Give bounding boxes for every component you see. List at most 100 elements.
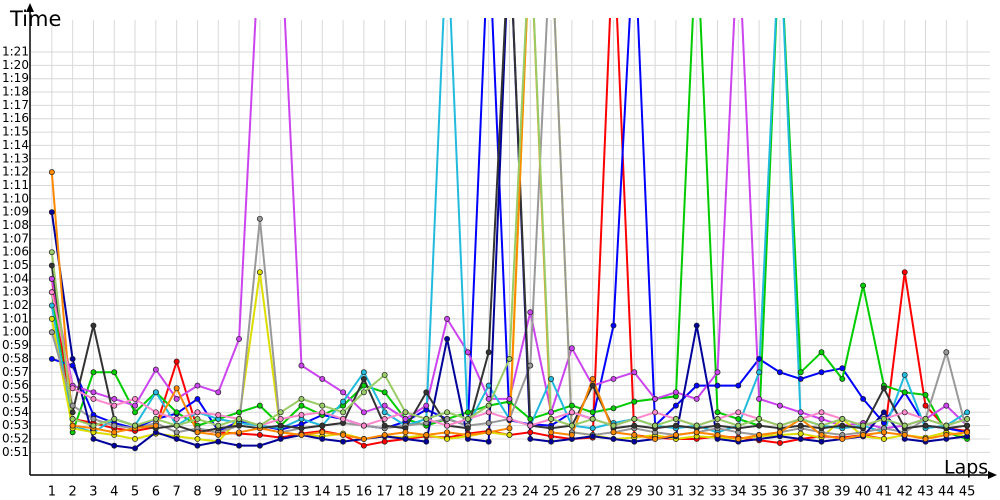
data-point [797,409,804,416]
data-point [444,416,451,422]
data-point [402,436,409,442]
data-point [152,416,159,422]
x-tick-label: 36 [772,485,789,500]
data-point [48,169,55,176]
data-point [818,409,825,416]
tick-labels: 0:510:520:530:540:550:560:570:580:591:00… [2,45,975,500]
data-point [194,382,201,389]
data-point [444,315,451,322]
data-point [464,349,471,356]
data-point [381,402,388,409]
data-point [901,269,908,276]
data-point [756,369,763,376]
data-point [631,416,638,422]
x-tick-label: 13 [293,485,310,500]
data-point [672,389,679,396]
data-point [340,438,347,445]
x-tick-label: 32 [688,485,705,500]
data-point [464,425,471,432]
data-point [485,409,492,416]
data-point [818,416,825,422]
data-point [464,416,471,422]
data-point [194,436,201,442]
data-point [797,416,804,422]
data-point [48,315,55,322]
data-point [818,422,825,429]
data-point [672,432,679,438]
data-point [111,369,118,376]
data-point [797,430,804,437]
data-point [360,442,367,449]
data-point [256,442,263,449]
data-point [256,215,263,222]
y-tick-label: 0:51 [2,445,29,459]
data-point [568,432,575,438]
x-tick-label: 30 [647,485,664,500]
y-tick-label: 1:13 [2,151,29,165]
data-point [589,375,596,382]
data-point [360,409,367,416]
data-point [485,349,492,356]
data-point [485,438,492,445]
data-point [943,422,950,429]
data-point [735,409,742,416]
x-tick-label: 31 [668,485,685,500]
data-point [381,422,388,429]
data-point [776,422,783,429]
data-point [672,422,679,429]
data-point [776,440,783,446]
data-point [860,282,867,289]
data-point [256,432,263,438]
y-tick-label: 1:16 [2,111,29,125]
data-point [256,422,263,429]
x-tick-label: 39 [834,485,851,500]
data-point [277,436,284,442]
x-tick-label: 27 [584,485,601,500]
y-tick-label: 1:04 [2,271,29,285]
data-point [922,391,929,398]
data-point [714,422,721,429]
data-point [506,355,513,362]
data-point [69,416,76,422]
data-point [589,433,596,440]
data-point [90,436,97,442]
x-tick-label: 33 [709,485,726,500]
data-point [943,349,950,356]
data-point [277,429,284,436]
data-point [132,402,138,409]
data-point [714,432,721,438]
data-point [277,422,284,429]
y-tick-label: 1:20 [2,58,29,72]
data-point [880,429,887,436]
data-point [714,416,721,422]
x-tick-label: 7 [173,485,181,500]
series-line [50,18,968,434]
y-tick-label: 1:03 [2,285,29,299]
y-tick-label: 0:58 [2,351,29,365]
data-point [568,402,575,409]
data-point [901,389,908,396]
data-point [818,432,825,438]
x-tick-label: 35 [751,485,768,500]
x-tick-label: 1 [48,485,56,500]
data-point [319,429,326,436]
data-point [672,402,679,409]
data-point [423,432,430,438]
data-point [714,409,721,416]
data-point [506,395,513,402]
data-point [485,402,492,409]
y-tick-label: 1:12 [2,165,29,179]
data-point [818,349,825,356]
data-point [256,269,263,276]
data-point [215,432,222,438]
data-point [964,422,971,429]
y-tick-label: 1:01 [2,311,29,325]
data-point [839,365,846,372]
data-point [277,416,284,422]
data-point [506,432,513,438]
x-tick-label: 12 [272,485,289,500]
data-point [48,289,55,296]
data-point [880,385,887,392]
x-tick-label: 25 [543,485,560,500]
